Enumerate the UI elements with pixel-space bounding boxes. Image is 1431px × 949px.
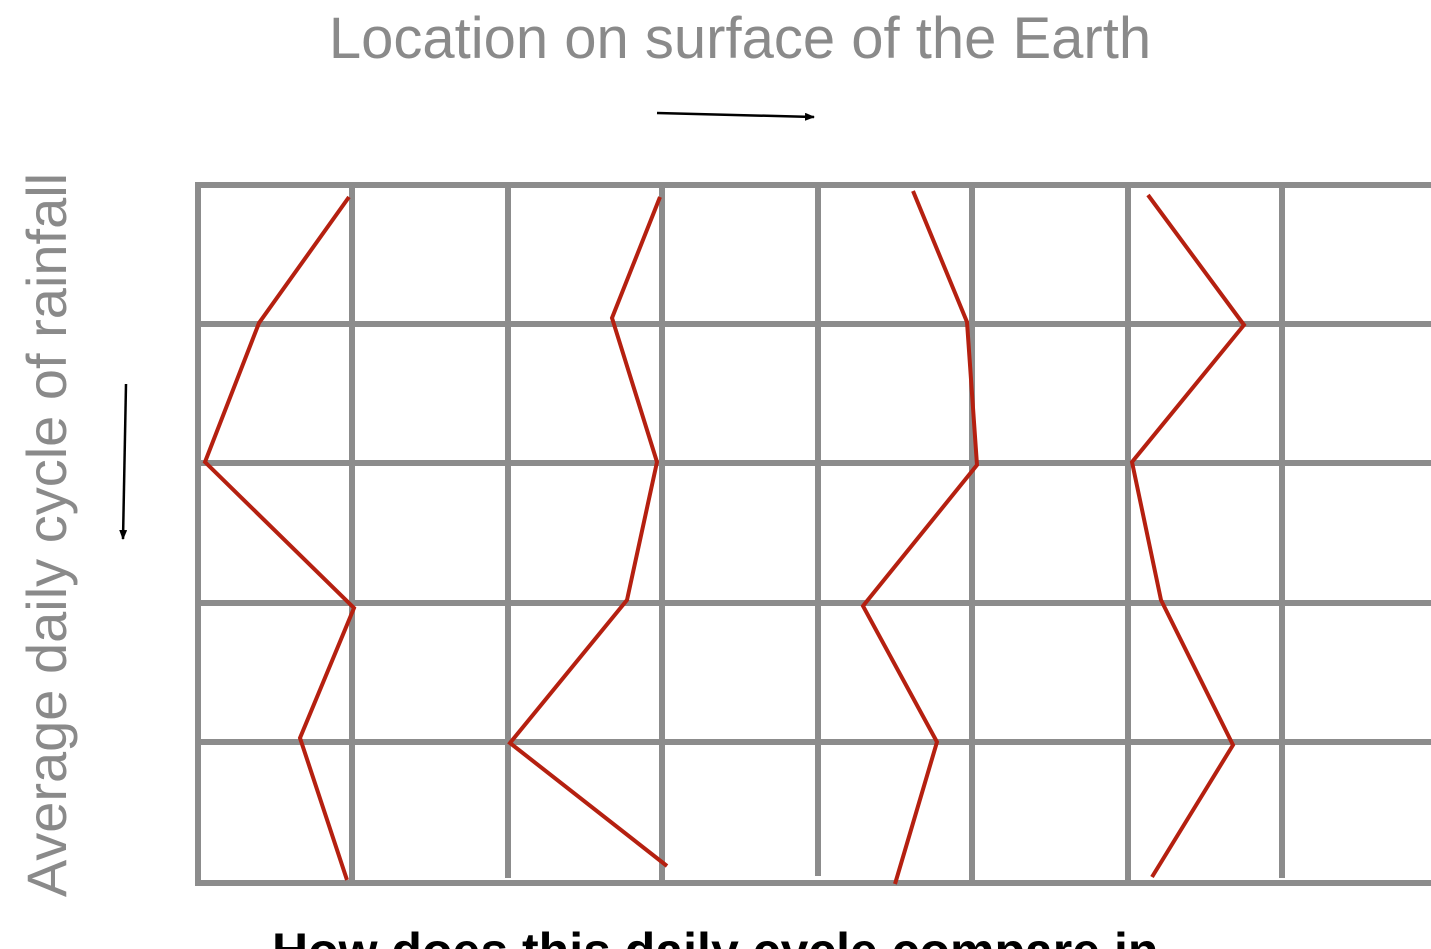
question: How does this daily cycle compare in [272,923,1158,949]
rain-cycle [202,195,357,881]
y-arrow [119,383,128,540]
grid [195,182,1431,886]
x-arrow [656,111,815,121]
side-label: Average daily cycle of rainfall [15,173,78,897]
rain-cycle [860,190,980,885]
rain-cycle [1129,193,1247,879]
rain-cycle [507,196,669,868]
title: Location on surface of the Earth [329,6,1151,71]
